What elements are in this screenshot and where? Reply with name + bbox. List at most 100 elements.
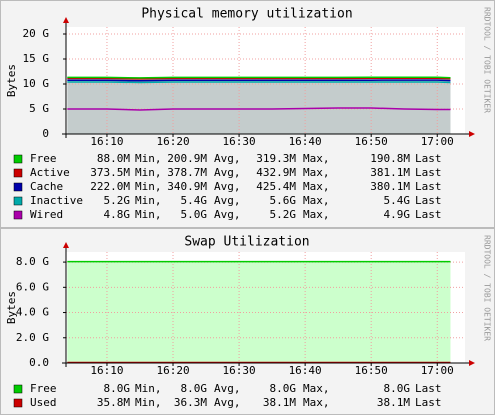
x-tick-label: 16:40 [289,364,322,377]
legend-stat-label: Avg, [214,180,241,193]
legend-stat-label: Avg, [214,152,241,165]
legend-swatch [13,168,23,178]
chart-title: Physical memory utilization [141,7,352,22]
series-line [67,79,451,82]
legend-stat: 5.2G [104,194,131,207]
series-line [67,77,451,80]
legend-stat: 190.8M [370,152,410,165]
legend-stat-label: Last [415,166,442,179]
legend-stat: 432.9M [256,166,296,179]
legend-swatch [13,384,23,394]
x-tick-label: 16:20 [156,135,189,148]
legend-swatch [13,210,23,220]
legend-stat: 88.0M [97,152,130,165]
legend-stat-label: Min, [135,382,162,395]
legend-label: Free [30,382,57,395]
x-tick-label: 16:50 [355,135,388,148]
legend-stat-label: Min, [135,180,162,193]
y-tick-label: 20 G [23,27,50,40]
legend-stat-label: Last [415,396,442,409]
legend-stat: 4.9G [384,208,411,221]
y-tick-label: 4.0 G [16,306,49,319]
legend-stat: 5.2G [270,208,297,221]
x-tick-label: 16:10 [90,135,123,148]
watermark: RRDTOOL / TOBI OETIKER [483,7,492,113]
legend-stat: 378.7M [167,166,207,179]
legend-stat: 35.8M [97,396,130,409]
legend-stat: 222.0M [90,180,130,193]
legend-stat: 319.3M [256,152,296,165]
legend-label: Inactive [30,194,83,207]
y-axis-label: Bytes [5,64,18,97]
legend-stat-label: Max, [303,382,330,395]
legend-stat-label: Last [415,208,442,221]
legend-stat: 38.1M [263,396,296,409]
legend-stat-label: Min, [135,152,162,165]
legend-label: Cache [30,180,63,193]
area-band [67,108,451,134]
legend-stat: 380.1M [370,180,410,193]
legend-stat: 5.6G [270,194,297,207]
legend-stat-label: Max, [303,152,330,165]
chart-title: Swap Utilization [184,235,309,250]
legend-stat-label: Max, [303,166,330,179]
legend-stat: 8.0G [270,382,297,395]
legend-stat-label: Avg, [214,396,241,409]
series-line [67,107,451,111]
x-tick-label: 16:20 [156,364,189,377]
x-tick-label: 16:40 [289,135,322,148]
legend-stat-label: Min, [135,396,162,409]
y-tick-label: 5 G [29,102,49,115]
legend-stat: 373.5M [90,166,130,179]
legend-label: Free [30,152,57,165]
legend-stat: 381.1M [370,166,410,179]
y-tick-label: 10 G [23,77,50,90]
series-line [67,81,451,84]
area-band [67,82,451,110]
legend-stat: 8.0G [384,382,411,395]
legend-stat: 425.4M [256,180,296,193]
legend-swatch [13,182,23,192]
legend-stat: 36.3M [174,396,207,409]
y-tick-label: 2.0 G [16,331,49,344]
x-tick-label: 16:50 [355,364,388,377]
legend-stat-label: Avg, [214,194,241,207]
legend-stat-label: Last [415,152,442,165]
legend-stat-label: Last [415,382,442,395]
legend-swatch [13,398,23,408]
legend-stat-label: Min, [135,208,162,221]
legend-stat: 5.0G [181,208,208,221]
y-axis-label: Bytes [5,291,18,324]
legend-stat-label: Max, [303,208,330,221]
legend-stat-label: Last [415,194,442,207]
x-tick-label: 16:30 [223,135,256,148]
legend-stat-label: Max, [303,194,330,207]
axis-arrow [469,131,475,137]
axis-arrow [63,242,69,248]
watermark: RRDTOOL / TOBI OETIKER [483,235,492,341]
legend-stat-label: Min, [135,166,162,179]
y-tick-label: 6.0 G [16,280,49,293]
legend-label: Used [30,396,57,409]
legend-stat-label: Avg, [214,166,241,179]
legend-stat-label: Avg, [214,382,241,395]
legend-swatch [13,154,23,164]
y-tick-label: 0.0 [29,356,49,369]
y-tick-label: 0 [42,127,49,140]
x-tick-label: 16:10 [90,364,123,377]
x-tick-label: 17:00 [421,364,454,377]
axis-arrow [63,17,69,23]
legend-label: Wired [30,208,63,221]
legend-stat: 8.0G [181,382,208,395]
legend-stat: 5.4G [181,194,208,207]
legend-stat: 8.0G [104,382,131,395]
legend-stat: 200.9M [167,152,207,165]
legend-stat: 5.4G [384,194,411,207]
y-tick-label: 8.0 G [16,255,49,268]
legend-stat: 38.1M [377,396,410,409]
legend-swatch [13,196,23,206]
legend-label: Active [30,166,70,179]
legend-stat-label: Min, [135,194,162,207]
x-tick-label: 16:30 [223,364,256,377]
